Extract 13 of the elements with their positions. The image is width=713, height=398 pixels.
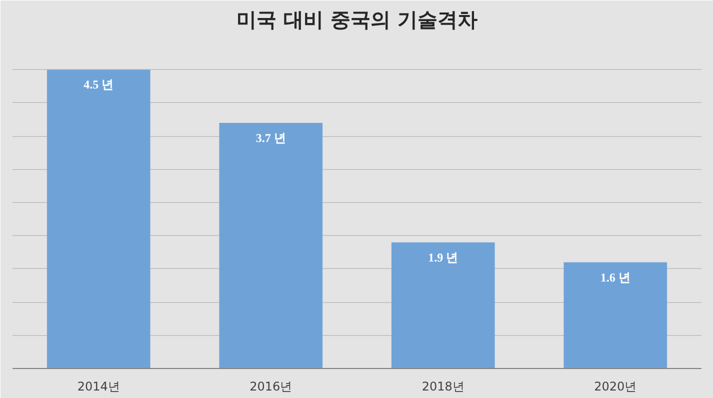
bar: [219, 122, 323, 368]
bar: [46, 70, 150, 368]
bar: [564, 262, 668, 368]
x-tick-label: 2020년: [594, 380, 637, 394]
x-tick-label: 2016년: [250, 380, 292, 394]
data-label: 3.7 년: [256, 130, 286, 145]
data-label: 1.9 년: [428, 250, 458, 264]
x-tick-label: 2018년: [422, 380, 464, 394]
bar: [391, 242, 495, 368]
x-tick-label: 2014년: [77, 380, 120, 394]
chart-title: 미국 대비 중국의 기술격차: [236, 8, 478, 32]
data-label: 1.6 년: [600, 270, 630, 284]
data-label: 4.5 년: [84, 78, 114, 92]
